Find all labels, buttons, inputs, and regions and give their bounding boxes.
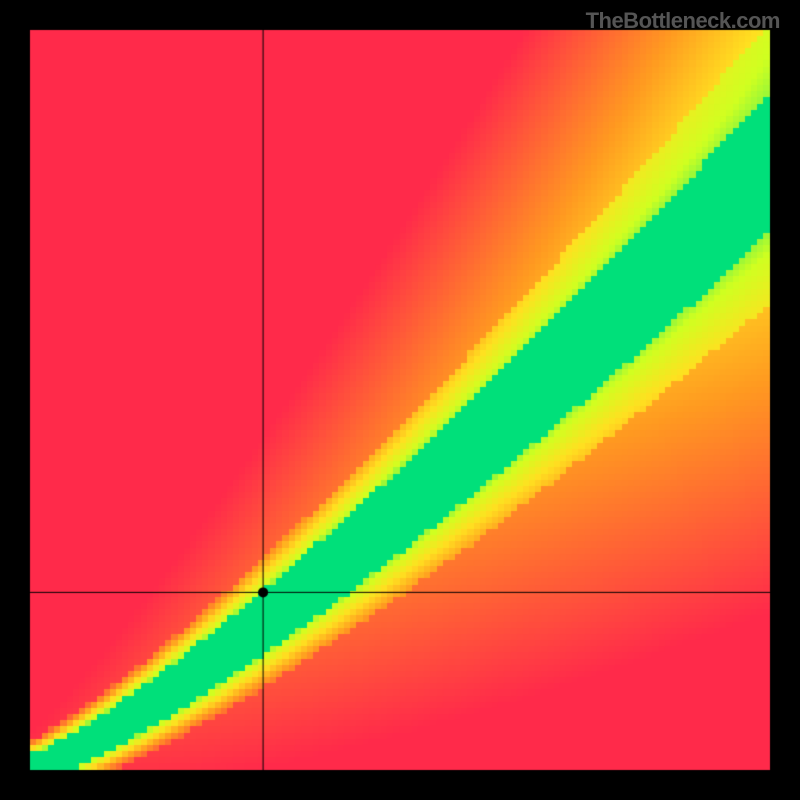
chart-container: TheBottleneck.com [0, 0, 800, 800]
watermark-text: TheBottleneck.com [586, 8, 780, 34]
heatmap-canvas [0, 0, 800, 800]
